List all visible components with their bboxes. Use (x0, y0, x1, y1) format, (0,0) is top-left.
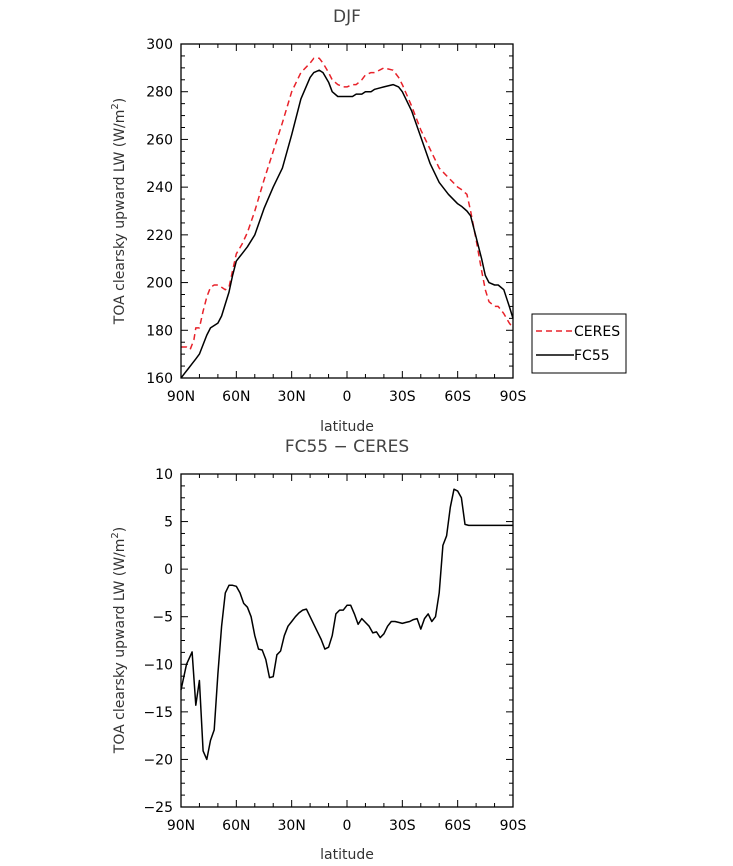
y-tick-label: 5 (164, 515, 173, 531)
top-panel: DJF TOA clearsky upward LW (W/m2) latitu… (110, 7, 526, 435)
x-tick-label: 60N (222, 818, 250, 834)
top-plot-frame (180, 43, 514, 379)
y-tick-label: 300 (146, 37, 173, 53)
x-tick-label: 60N (222, 389, 250, 405)
y-tick-label: −15 (143, 705, 173, 721)
top-xlabel: latitude (320, 419, 374, 435)
legend: CERES FC55 (531, 313, 627, 374)
top-series-group (180, 57, 514, 379)
y-tick-label: 10 (155, 467, 173, 483)
y-tick-label: −5 (152, 610, 173, 626)
x-tick-label: 90S (500, 818, 527, 834)
y-tick-label: 280 (146, 85, 173, 101)
bottom-xlabel: latitude (320, 847, 374, 863)
legend-label-ceres: CERES (574, 324, 620, 340)
x-tick-label: 0 (343, 818, 352, 834)
y-tick-label: 200 (146, 276, 173, 292)
y-tick-label: −10 (143, 657, 173, 673)
x-tick-label: 90N (167, 389, 195, 405)
y-tick-label: 240 (146, 180, 173, 196)
legend-box (531, 313, 627, 374)
bottom-plot-frame (180, 473, 514, 808)
bottom-axis-ticks: 90N 60N 30N 0 30S 60S 90S −25 −20 −15 −10 −5 0 5 10 (143, 467, 526, 834)
x-tick-label: 90N (167, 818, 195, 834)
x-tick-label: 30N (278, 389, 306, 405)
x-tick-label: 60S (444, 818, 471, 834)
y-tick-label: 260 (146, 132, 173, 148)
y-tick-label: 220 (146, 228, 173, 244)
x-tick-label: 0 (343, 389, 352, 405)
series-line-difference (180, 488, 513, 761)
y-tick-label: 180 (146, 323, 173, 339)
series-line-ceres (181, 57, 514, 351)
top-axis-ticks: 90N 60N 30N 0 30S 60S 90S 160 180 200 220 240 260 280… (146, 37, 526, 405)
bottom-series-group (180, 488, 513, 761)
x-tick-label: 30S (389, 818, 416, 834)
x-tick-label: 30S (389, 389, 416, 405)
top-ylabel: TOA clearsky upward LW (W/m2) (110, 98, 128, 325)
y-tick-label: −20 (143, 752, 173, 768)
series-line-fc55 (180, 69, 514, 379)
y-tick-label: −25 (143, 800, 173, 816)
bottom-chart-title: FC55 − CERES (285, 437, 409, 457)
x-tick-label: 30N (278, 818, 306, 834)
legend-label-fc55: FC55 (574, 348, 610, 364)
x-tick-label: 90S (500, 389, 527, 405)
bottom-ylabel: TOA clearsky upward LW (W/m2) (110, 527, 128, 754)
top-chart-title: DJF (333, 7, 361, 27)
x-tick-label: 60S (444, 389, 471, 405)
bottom-panel: FC55 − CERES TOA clearsky upward LW (W/m… (110, 437, 526, 863)
y-tick-label: 160 (146, 371, 173, 387)
y-tick-label: 0 (164, 562, 173, 578)
